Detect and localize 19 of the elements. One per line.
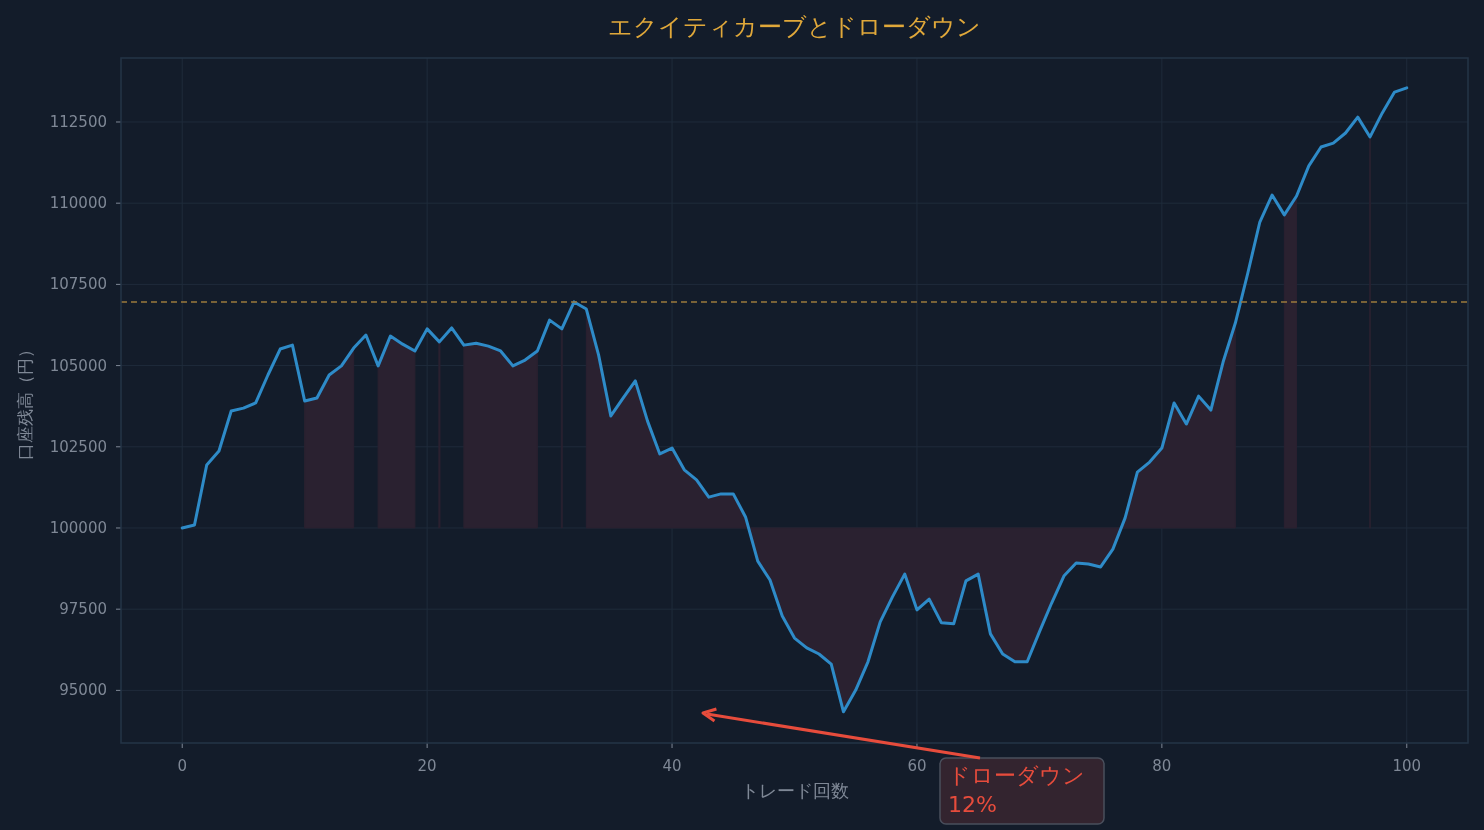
y-tick-label: 102500 [49, 437, 107, 456]
y-tick-label: 105000 [49, 356, 107, 375]
x-tick-label: 60 [907, 757, 927, 775]
x-tick-label: 100 [1392, 757, 1422, 775]
x-tick-label: 20 [417, 757, 437, 775]
y-tick-label: 107500 [49, 275, 107, 294]
line-series [180, 86, 1409, 714]
y-tick-label: 110000 [49, 194, 107, 213]
text: ドローダウン 12% [948, 763, 1085, 817]
y-tick-label: 112500 [49, 112, 107, 131]
chart-title: エクイティカーブとドローダウン [608, 13, 981, 41]
x-tick-label: 80 [1152, 757, 1172, 775]
x-tick-label: 0 [177, 757, 187, 775]
y-tick-label: 95000 [59, 681, 107, 700]
x-tick-label: 40 [662, 757, 682, 775]
y-tick-label: 100000 [49, 518, 107, 537]
y-tick-label: 97500 [59, 600, 107, 619]
x-axis-title: トレード回数 [740, 780, 849, 801]
y-axis-title: 口座残高（円） [15, 341, 35, 460]
